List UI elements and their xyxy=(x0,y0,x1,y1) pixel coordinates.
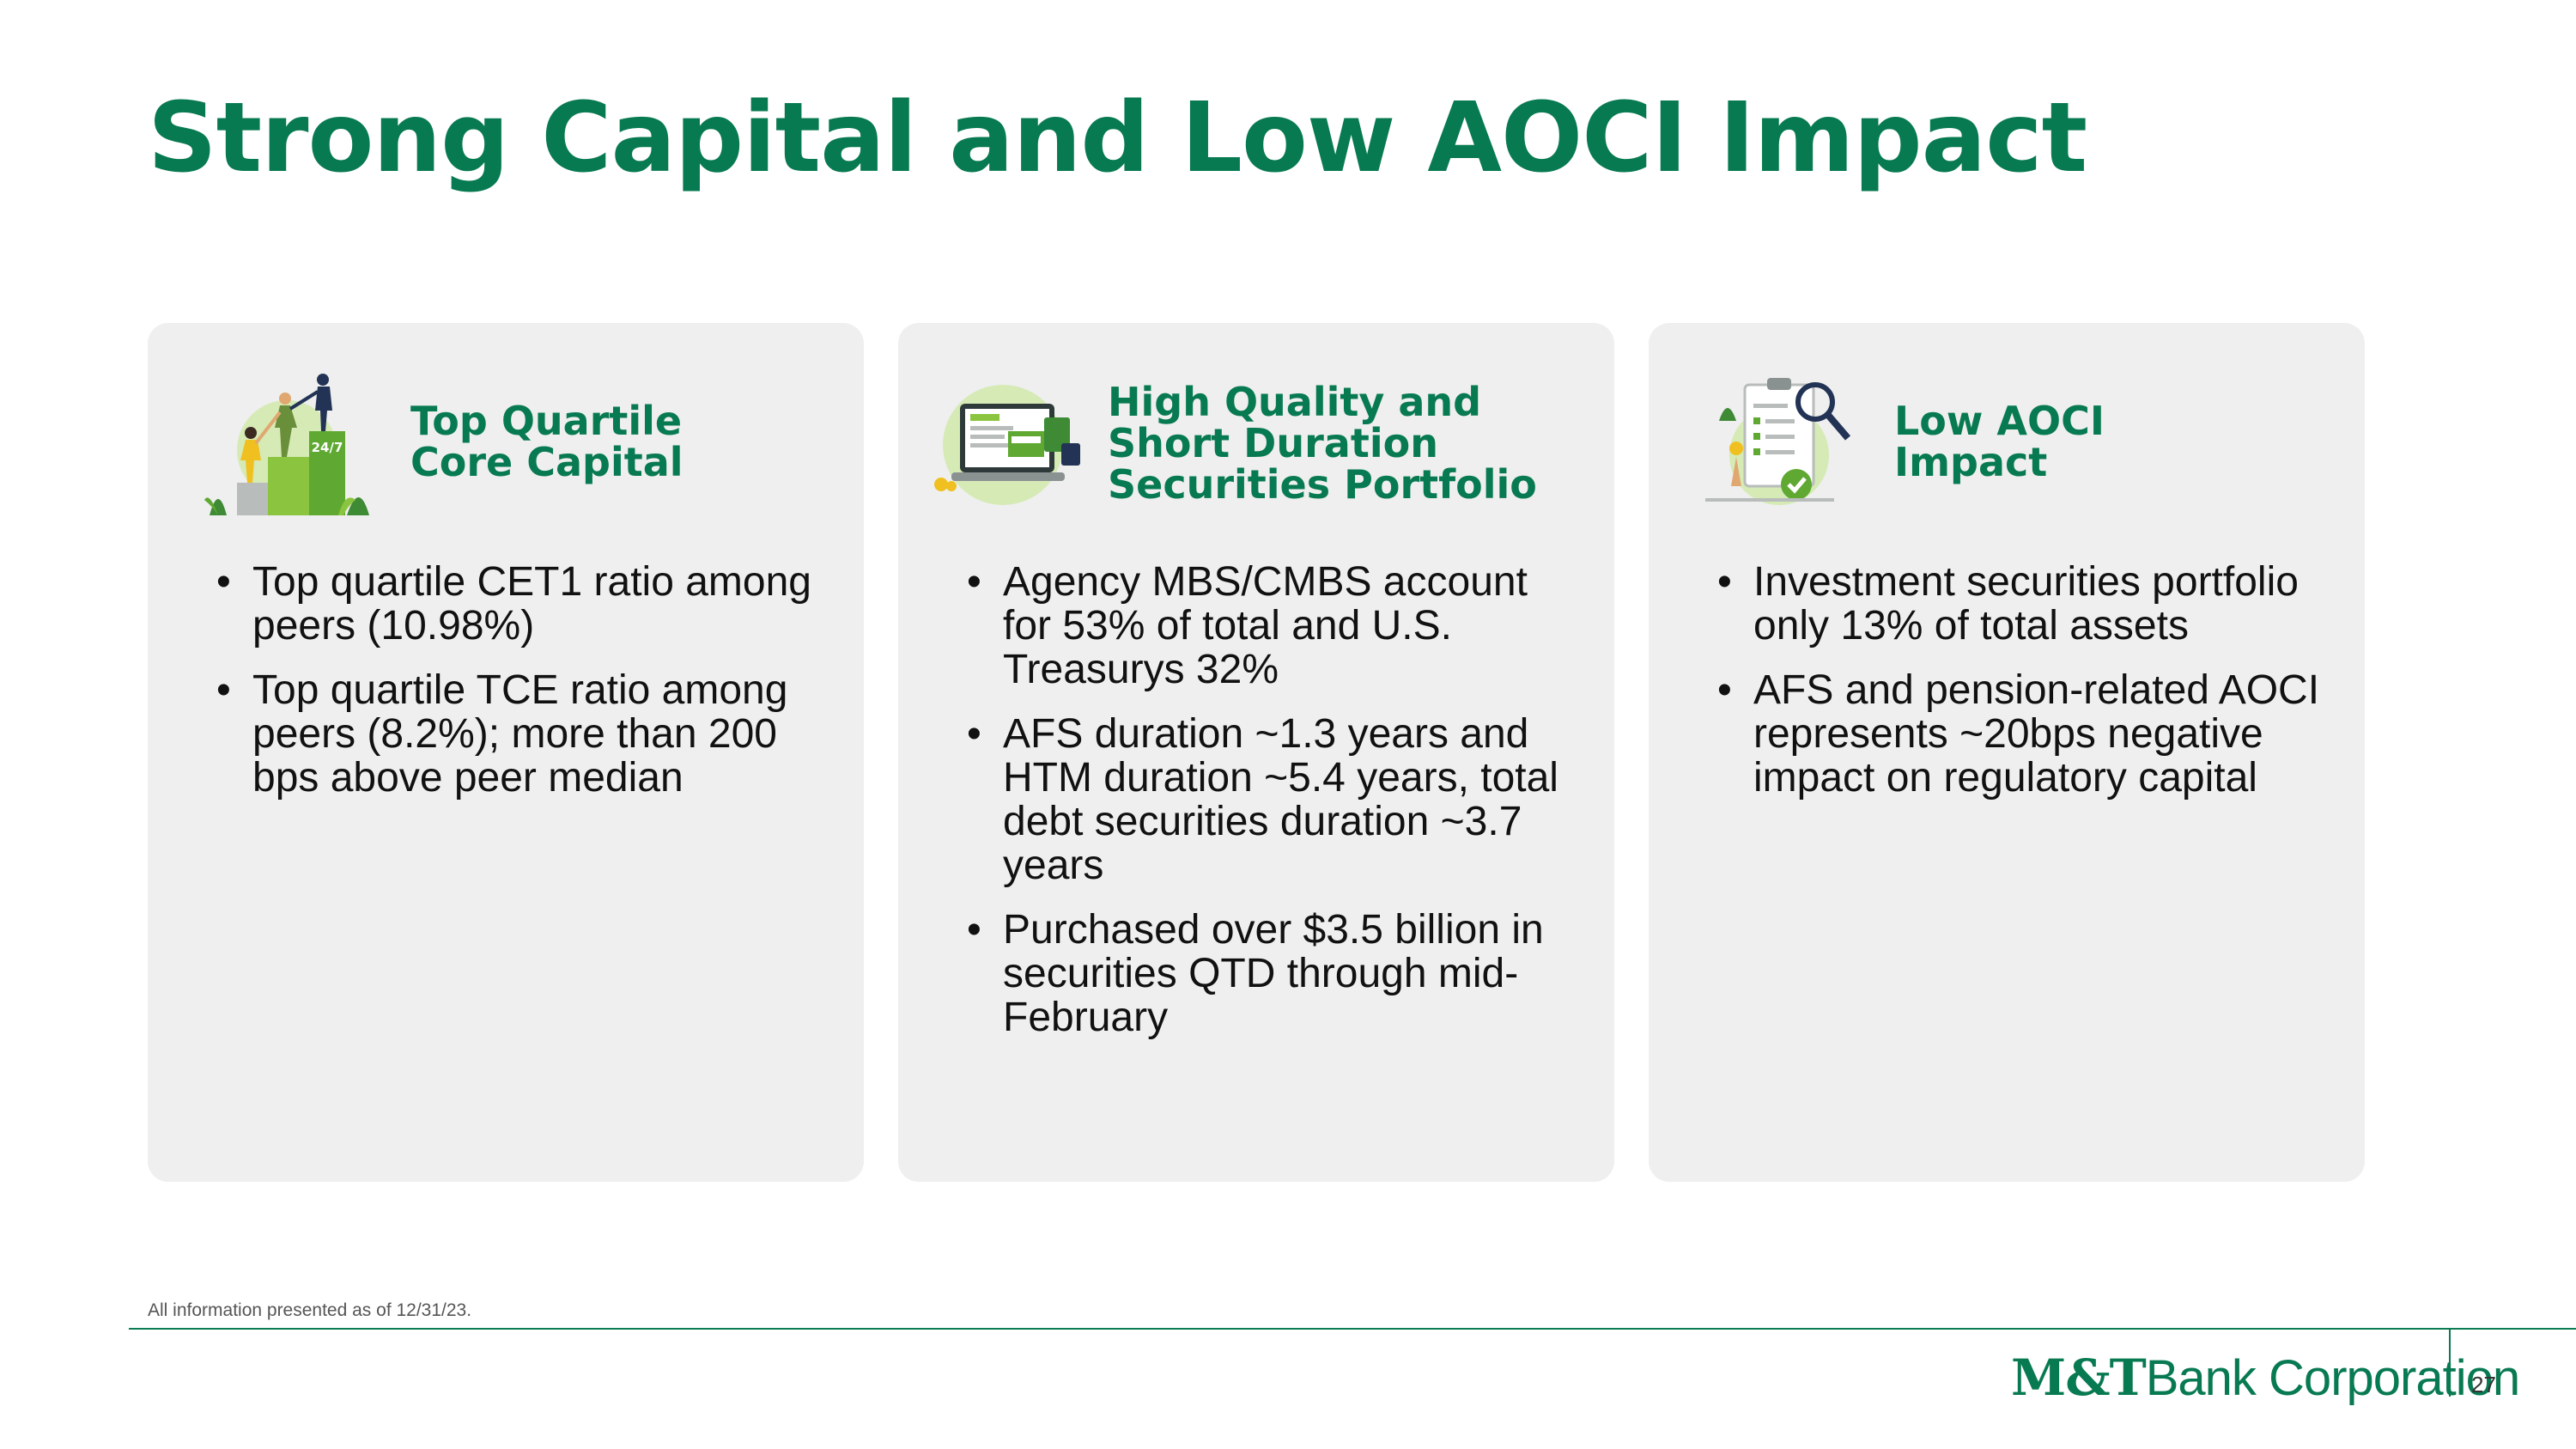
people-climbing-podium-icon: 24/7 xyxy=(204,374,369,515)
card-heading-line: Securities Portfolio xyxy=(1108,461,1537,508)
card-heading-line: Short Duration xyxy=(1108,420,1438,466)
card-heading-line: Impact xyxy=(1894,439,2048,485)
footer-divider xyxy=(129,1328,2576,1330)
card-securities-portfolio: High Quality and Short Duration Securiti… xyxy=(898,323,1614,1182)
bullet-item: AFS duration ~1.3 years and HTM duration… xyxy=(967,712,1585,887)
footer-vertical-divider xyxy=(2449,1330,2451,1397)
card-heading: High Quality and Short Duration Securiti… xyxy=(1108,381,1537,505)
bullet-item: Top quartile CET1 ratio among peers (10.… xyxy=(216,560,835,648)
card-heading-line: Top Quartile xyxy=(410,398,683,444)
card-heading: Top Quartile Core Capital xyxy=(410,400,683,483)
page-number: 27 xyxy=(2471,1372,2496,1397)
card-low-aoci-impact: Low AOCI Impact Investment securities po… xyxy=(1649,323,2365,1182)
bullet-item: Agency MBS/CMBS account for 53% of total… xyxy=(967,560,1585,691)
bullet-list: Investment securities portfolio only 13%… xyxy=(1717,560,2336,820)
logo-brand: M&T xyxy=(2011,1349,2147,1407)
checklist-magnifier-icon xyxy=(1705,378,1851,505)
card-heading-line: High Quality and xyxy=(1108,379,1482,425)
icon-label: 24/7 xyxy=(312,440,343,455)
bullet-item: Purchased over $3.5 billion in securitie… xyxy=(967,908,1585,1039)
bullet-list: Agency MBS/CMBS account for 53% of total… xyxy=(967,560,1585,1060)
card-top-quartile-capital: 24/7 Top Quartile Core Capital Top quart… xyxy=(148,323,864,1182)
page-title: Strong Capital and Low AOCI Impact xyxy=(148,82,2087,194)
footnote: All information presented as of 12/31/23… xyxy=(148,1300,472,1320)
company-logo: M&TBank Corporation xyxy=(2011,1349,2520,1407)
bullet-item: Investment securities portfolio only 13%… xyxy=(1717,560,2336,648)
card-heading-line: Low AOCI xyxy=(1894,398,2105,444)
logo-suffix: Bank Corporation xyxy=(2145,1350,2520,1406)
bullet-item: Top quartile TCE ratio among peers (8.2%… xyxy=(216,668,835,800)
computer-portfolio-icon xyxy=(934,385,1080,505)
bullet-item: AFS and pension-related AOCI represents … xyxy=(1717,668,2336,800)
card-heading-line: Core Capital xyxy=(410,439,683,485)
card-heading: Low AOCI Impact xyxy=(1894,400,2105,483)
bullet-list: Top quartile CET1 ratio among peers (10.… xyxy=(216,560,835,820)
